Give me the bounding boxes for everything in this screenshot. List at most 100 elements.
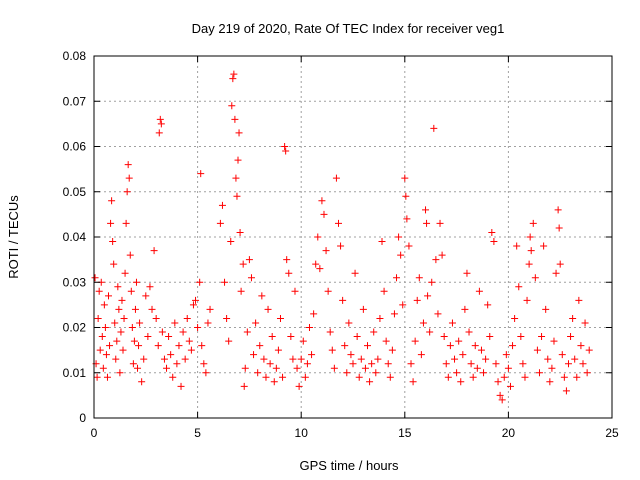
- data-point: [513, 242, 521, 250]
- data-point: [482, 355, 490, 363]
- data-point: [525, 260, 533, 268]
- data-point: [272, 364, 280, 372]
- data-point: [264, 305, 272, 313]
- data-point: [183, 314, 191, 322]
- data-point: [409, 378, 417, 386]
- data-point: [312, 260, 320, 268]
- data-point: [136, 319, 144, 327]
- data-point: [519, 360, 527, 368]
- grid-lines: [94, 56, 612, 418]
- data-point: [163, 364, 171, 372]
- data-point: [498, 396, 506, 404]
- data-point: [134, 364, 142, 372]
- data-point: [509, 342, 517, 350]
- data-point: [467, 360, 475, 368]
- data-point: [571, 355, 579, 363]
- data-point: [463, 269, 471, 277]
- data-point: [490, 238, 498, 246]
- data-point: [299, 337, 307, 345]
- data-point: [455, 337, 463, 345]
- data-point: [105, 292, 113, 300]
- data-point: [402, 192, 410, 200]
- data-point: [297, 355, 305, 363]
- data-point: [364, 342, 372, 350]
- data-point: [206, 305, 214, 313]
- data-point: [382, 337, 390, 345]
- data-point: [301, 373, 309, 381]
- data-point: [260, 355, 268, 363]
- data-point: [347, 351, 355, 359]
- data-point: [258, 292, 266, 300]
- data-point: [233, 192, 241, 200]
- data-point: [314, 233, 322, 241]
- data-point: [252, 319, 260, 327]
- data-point: [167, 351, 175, 359]
- data-point: [150, 247, 158, 255]
- data-point: [471, 342, 479, 350]
- y-tick-label: 0.02: [63, 321, 87, 335]
- data-point: [575, 296, 583, 304]
- data-point: [526, 233, 534, 241]
- data-point: [116, 369, 124, 377]
- data-point: [569, 314, 577, 322]
- y-tick-label: 0.01: [63, 366, 87, 380]
- data-point: [241, 364, 249, 372]
- data-point: [229, 75, 237, 83]
- data-point: [173, 360, 181, 368]
- data-point: [230, 70, 238, 78]
- data-point: [266, 360, 274, 368]
- data-point: [129, 360, 137, 368]
- data-point: [236, 228, 244, 236]
- data-point: [554, 206, 562, 214]
- data-point: [192, 296, 200, 304]
- data-point: [111, 319, 119, 327]
- data-point: [484, 301, 492, 309]
- data-point: [384, 360, 392, 368]
- data-point: [334, 219, 342, 227]
- data-point: [140, 355, 148, 363]
- data-point: [442, 360, 450, 368]
- data-point: [417, 351, 425, 359]
- data-point: [444, 373, 452, 381]
- y-tick-label: 0.03: [63, 275, 87, 289]
- data-point: [403, 215, 411, 223]
- data-point: [227, 238, 235, 246]
- data-point: [94, 314, 102, 322]
- data-point: [108, 197, 116, 205]
- data-point: [332, 174, 340, 182]
- data-point: [303, 360, 311, 368]
- data-point: [328, 346, 336, 354]
- data-point: [245, 256, 253, 264]
- data-point: [434, 310, 442, 318]
- data-point: [477, 346, 485, 354]
- data-point: [120, 314, 128, 322]
- data-point: [339, 296, 347, 304]
- data-point: [550, 337, 558, 345]
- data-point: [112, 355, 120, 363]
- data-point: [270, 378, 278, 386]
- data-point: [262, 373, 270, 381]
- data-point: [282, 147, 290, 155]
- data-point: [113, 337, 121, 345]
- x-tick-label: 20: [502, 426, 516, 440]
- data-point: [123, 188, 131, 196]
- data-point: [515, 283, 523, 291]
- data-point: [310, 310, 318, 318]
- data-point: [289, 355, 297, 363]
- y-tick-label: 0.06: [63, 140, 87, 154]
- data-point: [268, 333, 276, 341]
- data-point: [451, 355, 459, 363]
- axis-ticks: 0 0.01 0.02 0.03 0.04 0.05 0.06 0.07 0.08 0 5 10 15 2…: [63, 49, 619, 440]
- data-point: [218, 201, 226, 209]
- data-point: [189, 301, 197, 309]
- data-point: [440, 333, 448, 341]
- data-point: [415, 274, 423, 282]
- data-point: [117, 328, 125, 336]
- data-point: [232, 174, 240, 182]
- data-point: [517, 333, 525, 341]
- data-point: [399, 301, 407, 309]
- data-point: [351, 269, 359, 277]
- data-point: [326, 328, 334, 336]
- data-point: [465, 328, 473, 336]
- x-axis-label: GPS time / hours: [300, 458, 399, 473]
